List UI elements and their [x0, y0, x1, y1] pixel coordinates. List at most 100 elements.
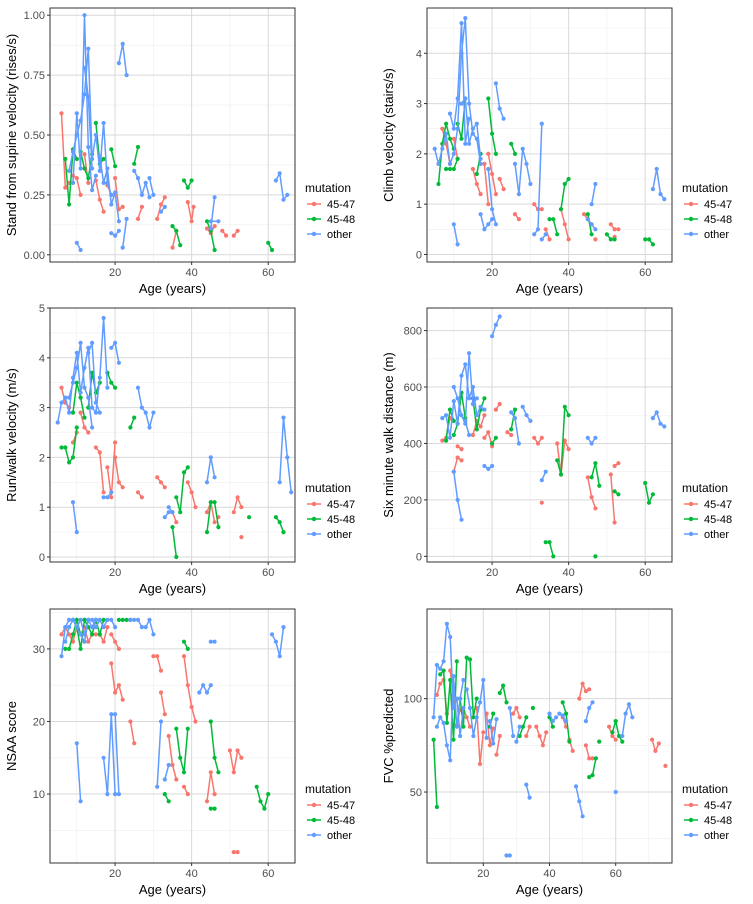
data-point-45-48 [178, 510, 183, 515]
data-point-45-48 [124, 617, 129, 622]
data-point-other [74, 625, 79, 630]
data-point-other [436, 161, 441, 166]
data-point-45-48 [613, 719, 618, 724]
data-point-other [82, 639, 87, 644]
data-point-other [516, 192, 521, 197]
data-point-other [477, 700, 483, 705]
data-point-45-47 [120, 697, 125, 702]
data-point-other [208, 455, 213, 460]
x-tick-label: 40 [186, 567, 198, 579]
data-point-45-48 [181, 470, 187, 475]
y-tick-label: 20 [33, 716, 45, 728]
data-point-other [151, 632, 156, 637]
data-point-other [109, 490, 114, 495]
data-point-other [504, 853, 509, 858]
data-point-other [451, 399, 456, 404]
data-point-other [208, 639, 213, 644]
data-point-other [459, 517, 464, 522]
series-line-other [652, 168, 665, 200]
data-point-other [512, 416, 518, 421]
data-point-other [170, 510, 175, 515]
data-point-45-47 [482, 413, 487, 418]
x-axis-title: Age (years) [516, 281, 583, 296]
data-point-45-47 [486, 430, 491, 435]
data-point-45-47 [135, 490, 141, 495]
data-point-other [539, 121, 544, 126]
series-line-45-47 [160, 692, 166, 715]
series-line-other [275, 170, 288, 202]
data-point-45-48 [63, 445, 68, 450]
data-point-other [459, 101, 464, 106]
data-point-45-48 [604, 232, 609, 237]
data-point-45-47 [109, 661, 114, 666]
legend: mutation 45-47 45-48 other [305, 181, 355, 241]
data-point-45-47 [566, 237, 571, 242]
legend-key-point-45-47 [311, 802, 317, 808]
data-point-45-48 [116, 617, 121, 622]
data-point-other [626, 702, 632, 707]
series-line-45-47 [535, 726, 547, 748]
data-point-45-47 [162, 195, 167, 200]
data-point-45-47 [101, 490, 106, 495]
data-point-other [539, 237, 544, 242]
data-point-45-47 [593, 237, 598, 242]
series-line-other [479, 214, 493, 231]
data-point-other [467, 351, 472, 356]
data-point-45-47 [155, 475, 160, 480]
data-point-45-47 [494, 752, 499, 757]
series-line-other [102, 714, 116, 795]
series-line-other [56, 317, 109, 423]
data-point-45-47 [93, 632, 98, 637]
data-point-other [550, 719, 555, 724]
data-point-other [74, 741, 79, 746]
y-axis-title: Climb velocity (stairs/s) [381, 68, 396, 202]
data-point-other [455, 242, 460, 247]
data-point-45-48 [128, 425, 133, 430]
series-line-45-48 [432, 739, 438, 808]
data-point-45-48 [132, 415, 137, 420]
data-point-45-48 [174, 495, 179, 500]
data-point-other [67, 625, 72, 630]
data-point-other [101, 625, 106, 630]
legend-key-point-45-48 [311, 516, 317, 522]
data-point-45-47 [158, 480, 164, 485]
data-point-other [67, 168, 72, 173]
legend-key-point-45-48 [688, 216, 694, 222]
data-point-45-48 [454, 659, 459, 664]
data-point-45-47 [86, 180, 91, 185]
data-point-other [654, 166, 659, 172]
data-point-other [74, 111, 79, 116]
legend-title: mutation [305, 782, 351, 796]
data-point-other [105, 495, 110, 500]
data-point-45-48 [82, 166, 87, 171]
data-point-45-48 [616, 733, 622, 739]
data-point-45-48 [461, 724, 466, 729]
data-point-45-48 [447, 407, 453, 412]
data-point-45-48 [512, 151, 518, 156]
data-point-other [78, 799, 83, 804]
data-point-45-47 [482, 435, 487, 440]
data-point-other [463, 362, 468, 367]
series-other [55, 315, 294, 535]
data-point-45-47 [486, 202, 491, 207]
data-point-45-48 [63, 156, 68, 162]
data-point-45-48 [281, 530, 286, 535]
legend: mutation 45-47 45-48 other [305, 782, 355, 842]
data-point-45-48 [474, 171, 479, 177]
data-point-other [70, 380, 76, 385]
series-line-other [590, 183, 597, 205]
plot-frame [49, 307, 296, 563]
data-point-other [438, 666, 443, 671]
data-point-45-48 [555, 232, 560, 237]
data-point-other [86, 350, 91, 355]
y-tick-label: 600 [404, 382, 422, 394]
x-tick-label: 20 [109, 267, 121, 279]
data-point-other [113, 712, 118, 717]
data-point-45-47 [493, 192, 498, 197]
data-point-other [539, 478, 544, 483]
data-point-other [162, 777, 167, 782]
data-point-other [143, 625, 148, 630]
data-point-45-47 [105, 625, 110, 630]
data-point-45-47 [158, 668, 164, 673]
data-point-45-47 [155, 216, 160, 221]
